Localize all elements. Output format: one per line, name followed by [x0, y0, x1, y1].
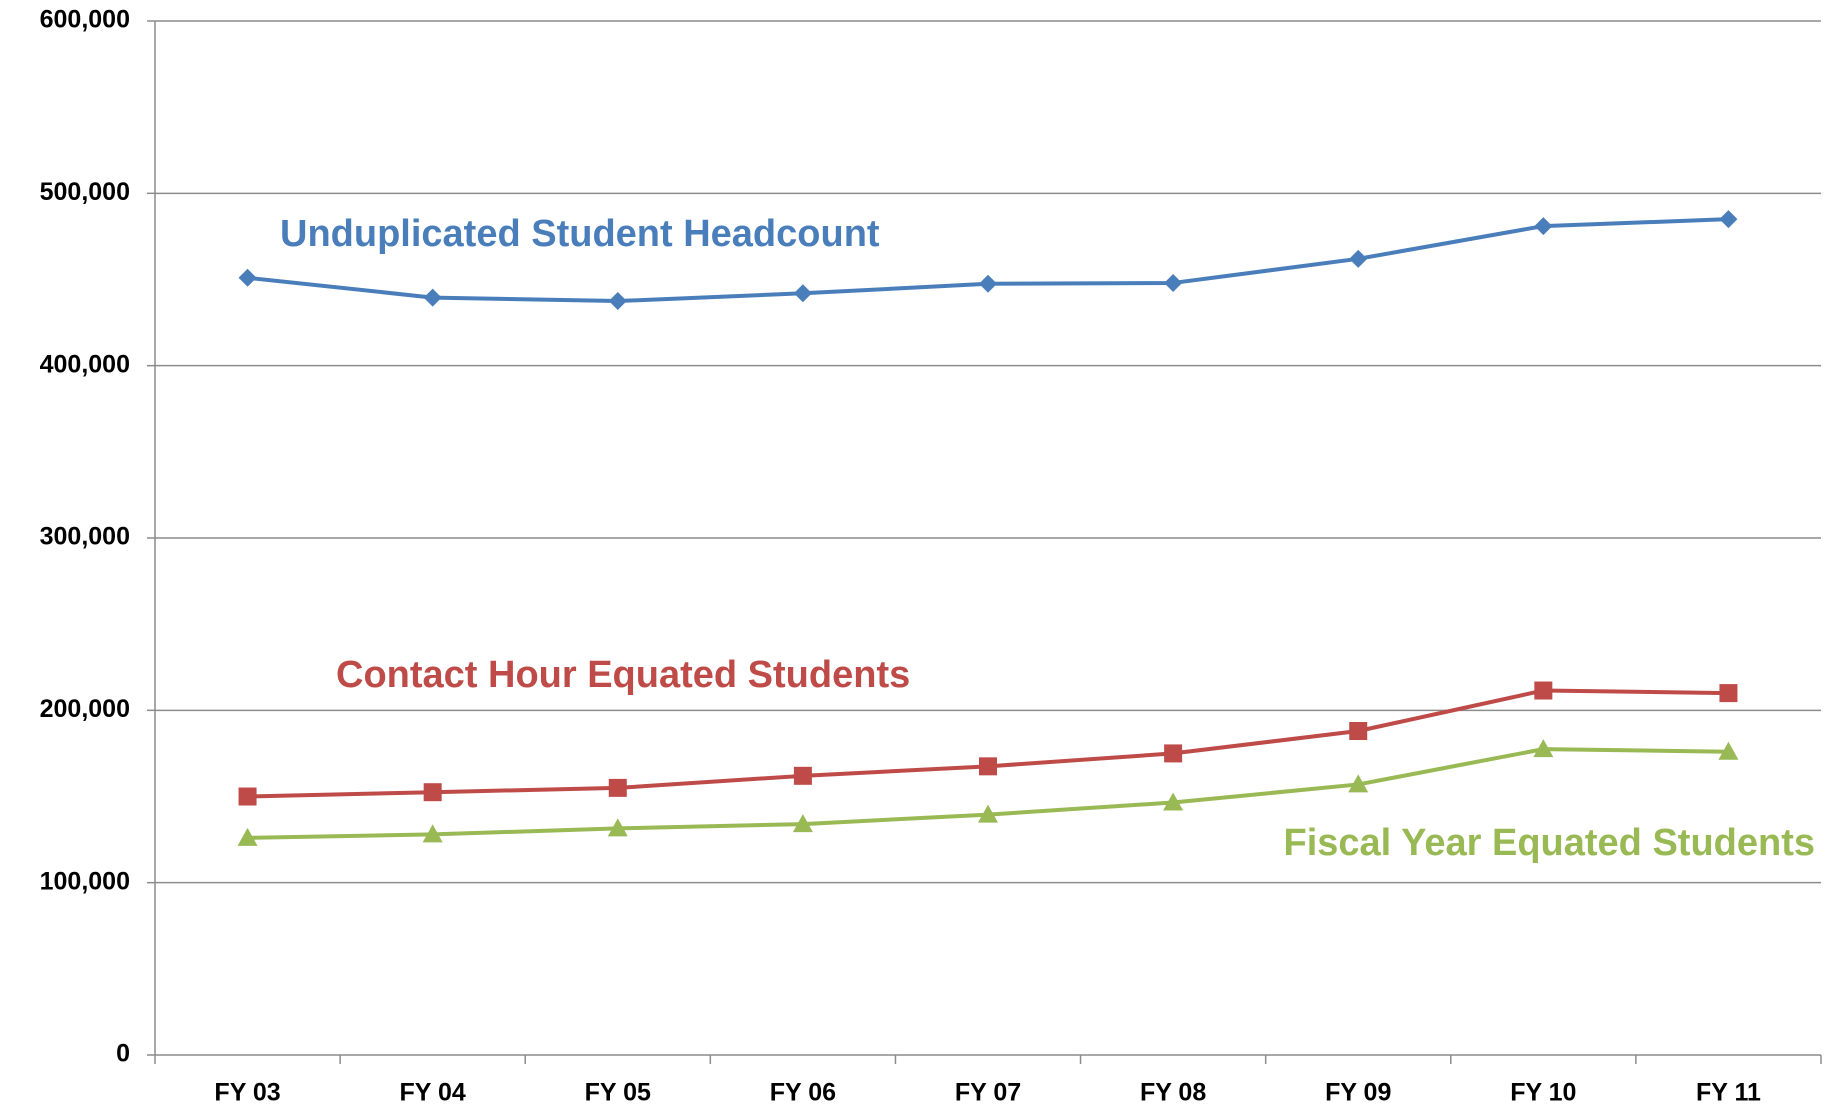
marker: [608, 292, 627, 311]
marker: [792, 814, 813, 833]
x-tick-label: FY 05: [585, 1079, 651, 1107]
x-tick-label: FY 10: [1510, 1079, 1576, 1107]
marker: [793, 284, 812, 303]
marker: [607, 818, 628, 837]
marker: [1719, 684, 1738, 703]
x-tick-label: FY 09: [1325, 1079, 1391, 1107]
marker: [793, 766, 812, 785]
y-tick-label: 0: [116, 1040, 130, 1068]
y-tick-label: 600,000: [40, 6, 130, 34]
marker: [1164, 744, 1183, 763]
marker: [1348, 774, 1369, 793]
x-tick-label: FY 04: [400, 1079, 466, 1107]
series-label: Contact Hour Equated Students: [336, 654, 910, 696]
y-tick-label: 300,000: [40, 523, 130, 551]
marker: [1534, 217, 1553, 236]
marker: [1534, 681, 1553, 700]
y-tick-label: 400,000: [40, 350, 130, 378]
series-label: Fiscal Year Equated Students: [1284, 822, 1815, 864]
marker: [1163, 792, 1184, 811]
marker: [422, 824, 443, 843]
series-label: Unduplicated Student Headcount: [280, 213, 880, 255]
x-tick-label: FY 06: [770, 1079, 836, 1107]
marker: [1349, 249, 1368, 268]
marker: [979, 274, 997, 293]
marker: [238, 787, 257, 806]
marker: [1533, 739, 1554, 758]
marker: [978, 804, 998, 823]
series-line: [247, 688, 1729, 799]
x-tick-label: FY 07: [955, 1079, 1021, 1107]
marker: [423, 288, 442, 307]
x-tick-label: FY 11: [1696, 1079, 1761, 1107]
x-tick-label: FY 08: [1140, 1079, 1206, 1107]
marker: [1719, 210, 1738, 229]
x-tick-label: FY 03: [214, 1079, 280, 1107]
marker: [238, 268, 257, 287]
marker: [1164, 273, 1183, 292]
y-tick-label: 100,000: [40, 867, 130, 895]
marker: [237, 827, 258, 846]
y-tick-label: 200,000: [40, 695, 130, 723]
marker: [608, 778, 627, 797]
y-tick-label: 500,000: [40, 178, 130, 206]
marker: [979, 757, 997, 776]
marker: [1718, 741, 1739, 760]
marker: [423, 783, 442, 802]
marker: [1349, 722, 1368, 741]
